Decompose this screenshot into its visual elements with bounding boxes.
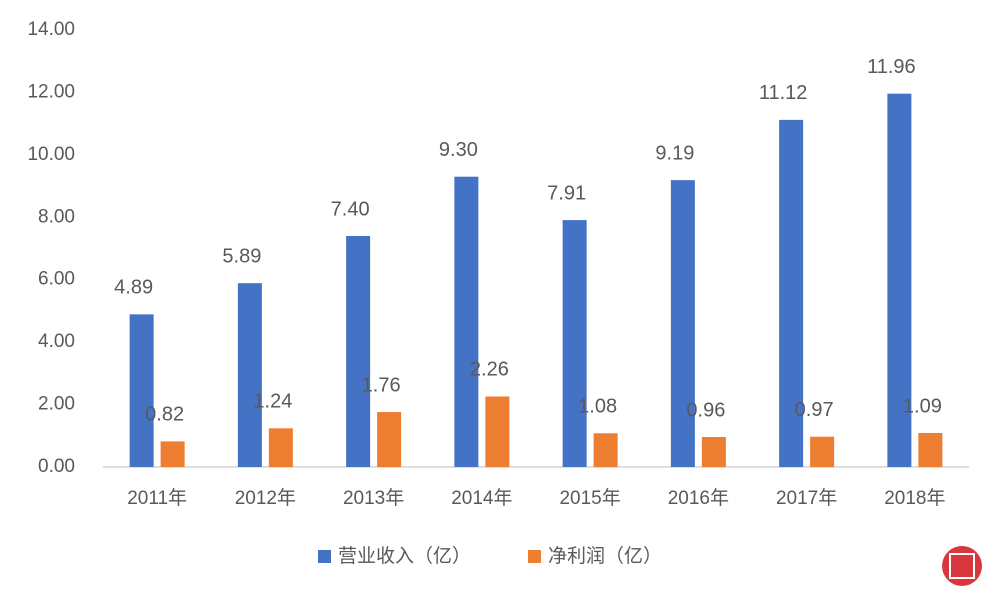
x-tick-label: 2016年: [668, 487, 729, 509]
bar: [562, 220, 587, 467]
bar: [701, 437, 726, 467]
y-tick-label: 12.00: [27, 81, 75, 102]
data-label: 7.40: [331, 198, 370, 220]
bar: [237, 283, 262, 467]
data-label: 7.91: [547, 182, 586, 204]
x-tick-label: 2014年: [451, 487, 512, 509]
y-tick-label: 2.00: [38, 394, 75, 415]
bar: [454, 176, 479, 467]
bar: [129, 314, 154, 467]
bar: [670, 180, 695, 467]
data-label: 5.89: [222, 245, 261, 267]
logo: [942, 546, 982, 586]
legend-swatch: [318, 550, 331, 563]
x-tick-label: 2018年: [884, 487, 945, 509]
y-tick-label: 10.00: [27, 144, 75, 165]
bar: [593, 433, 618, 467]
data-label: 1.09: [903, 395, 942, 417]
data-label: 1.08: [578, 396, 617, 418]
y-tick-label: 8.00: [38, 206, 75, 227]
legend-label: 净利润（亿）: [548, 545, 662, 567]
x-tick-label: 2015年: [559, 487, 620, 509]
data-label: 1.24: [253, 391, 292, 413]
data-label: 0.82: [145, 404, 184, 426]
bar: [377, 412, 402, 467]
data-label: 9.19: [655, 142, 694, 164]
legend-swatch: [528, 550, 541, 563]
data-label: 11.96: [867, 56, 916, 78]
legend-label: 营业收入（亿）: [338, 545, 471, 567]
y-tick-label: 4.00: [38, 331, 75, 352]
bar: [918, 432, 943, 467]
bar: [485, 396, 510, 467]
bar: [346, 236, 371, 467]
bar: [779, 119, 804, 467]
data-label: 9.30: [439, 139, 478, 161]
bar: [160, 441, 185, 467]
bar: [887, 93, 912, 468]
data-label: 1.76: [362, 374, 401, 396]
data-label: 0.97: [795, 399, 834, 421]
data-label: 4.89: [114, 277, 153, 299]
x-tick-label: 2011年: [127, 487, 187, 509]
y-tick-label: 14.00: [27, 19, 75, 40]
y-tick-label: 0.00: [38, 456, 75, 477]
x-tick-label: 2012年: [235, 487, 296, 509]
data-label: 0.96: [686, 399, 725, 421]
x-tick-label: 2017年: [776, 487, 837, 509]
y-tick-label: 6.00: [38, 269, 75, 290]
bar: [810, 436, 835, 467]
bar: [268, 428, 293, 467]
data-label: 11.12: [759, 82, 808, 104]
data-label: 2.26: [470, 359, 509, 381]
x-tick-label: 2013年: [343, 487, 404, 509]
